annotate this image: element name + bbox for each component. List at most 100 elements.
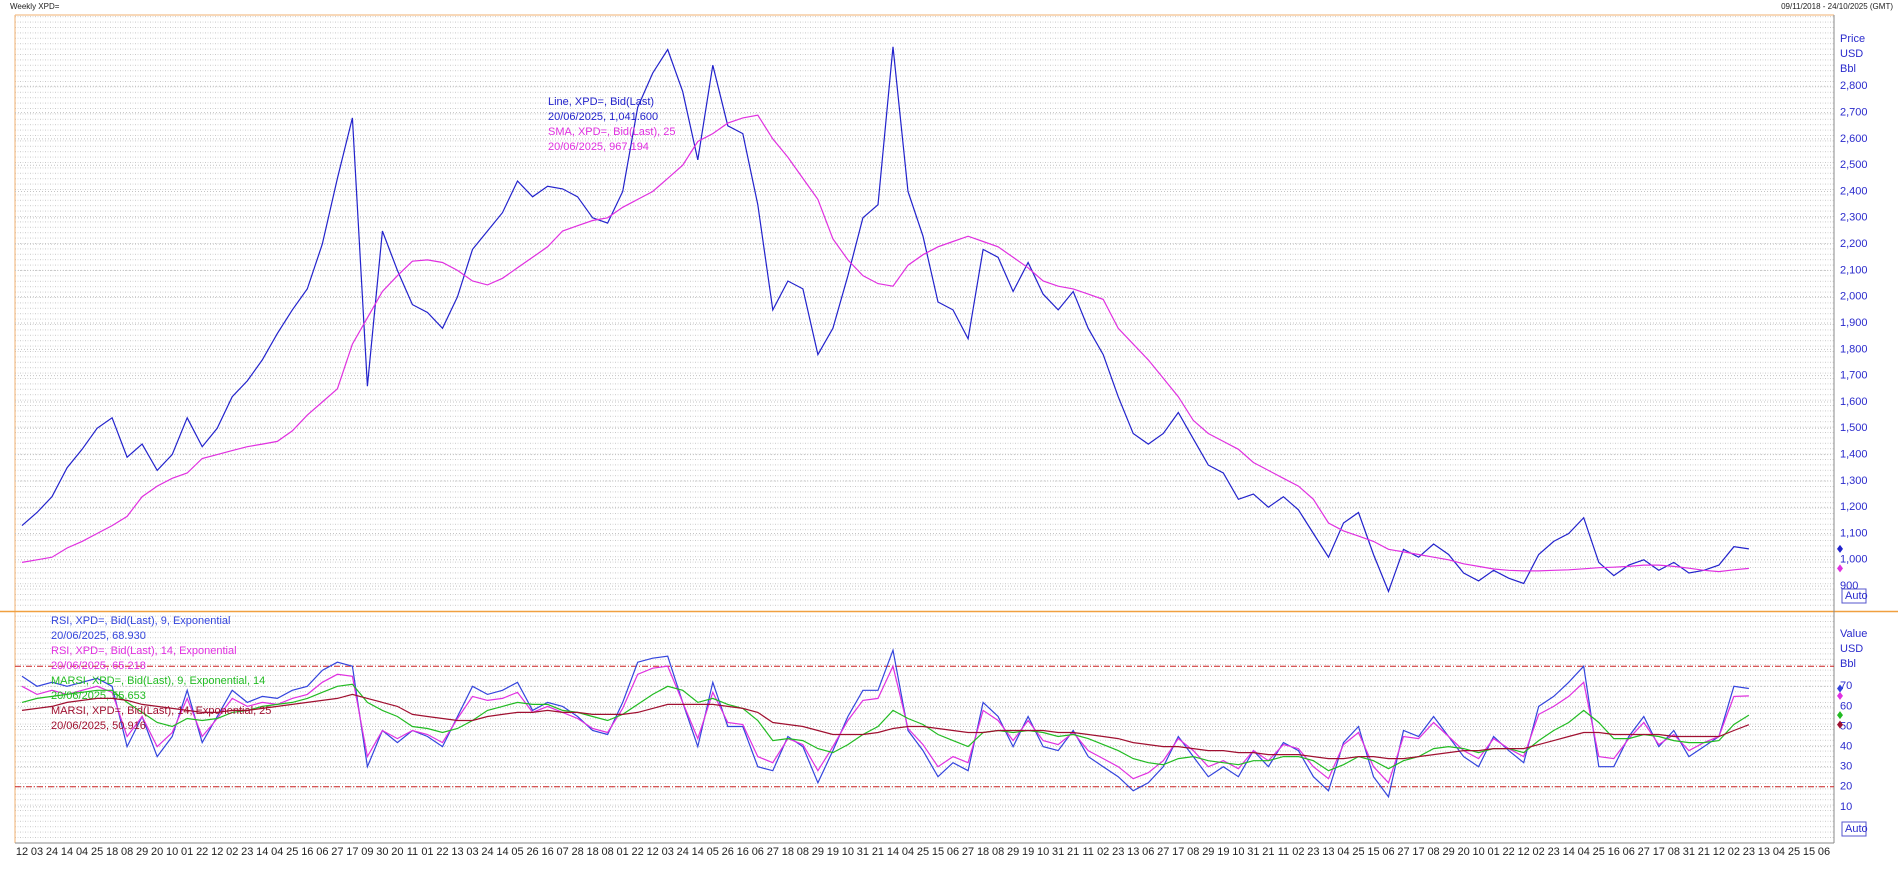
x-tick-label: 15 bbox=[1367, 846, 1379, 858]
x-tick-label: 22 bbox=[1503, 846, 1515, 858]
x-tick-label: 23 bbox=[241, 846, 253, 858]
y-tick-label: 30 bbox=[1840, 761, 1852, 773]
x-tick-label: 09 bbox=[361, 846, 373, 858]
axis-title: Bbl bbox=[1840, 658, 1856, 670]
x-tick-label: 12 bbox=[1518, 846, 1530, 858]
x-tick-label: 03 bbox=[31, 846, 43, 858]
auto-button-label[interactable]: Auto bbox=[1845, 823, 1868, 835]
x-tick-label: 01 bbox=[1488, 846, 1500, 858]
x-tick-label: 12 bbox=[1713, 846, 1725, 858]
y-tick-label: 1,100 bbox=[1840, 527, 1868, 539]
y-tick-label: 2,300 bbox=[1840, 212, 1868, 224]
x-tick-label: 17 bbox=[1412, 846, 1424, 858]
x-tick-label: 15 bbox=[932, 846, 944, 858]
x-tick-label: 13 bbox=[451, 846, 463, 858]
x-tick-label: 06 bbox=[947, 846, 959, 858]
x-tick-label: 12 bbox=[16, 846, 28, 858]
x-tick-label: 18 bbox=[106, 846, 118, 858]
last-value-marker bbox=[1837, 711, 1843, 720]
last-value-marker bbox=[1837, 544, 1843, 553]
x-tick-label: 25 bbox=[91, 846, 103, 858]
series-line bbox=[21, 693, 1750, 760]
x-tick-label: 07 bbox=[556, 846, 568, 858]
x-tick-label: 03 bbox=[466, 846, 478, 858]
x-tick-label: 24 bbox=[677, 846, 689, 858]
x-tick-label: 16 bbox=[541, 846, 553, 858]
x-tick-label: 26 bbox=[722, 846, 734, 858]
last-value-marker bbox=[1837, 684, 1843, 693]
x-tick-label: 01 bbox=[617, 846, 629, 858]
x-tick-label: 14 bbox=[496, 846, 508, 858]
y-tick-label: 1,500 bbox=[1840, 422, 1868, 434]
legend-name: SMA, XPD=, Bid(Last), 25 bbox=[548, 126, 675, 138]
x-tick-label: 28 bbox=[571, 846, 583, 858]
y-tick-label: 1,200 bbox=[1840, 501, 1868, 513]
y-tick-label: 40 bbox=[1840, 740, 1852, 752]
auto-button[interactable] bbox=[1841, 588, 1867, 604]
x-tick-label: 19 bbox=[1022, 846, 1034, 858]
legend-value: 20/06/2025, 65.218 bbox=[51, 660, 146, 672]
x-tick-label: 10 bbox=[166, 846, 178, 858]
x-tick-label: 02 bbox=[1533, 846, 1545, 858]
legend-value: 20/06/2025, 50.916 bbox=[51, 720, 146, 732]
x-tick-label: 05 bbox=[707, 846, 719, 858]
x-tick-label: 08 bbox=[1668, 846, 1680, 858]
x-tick-label: 31 bbox=[1683, 846, 1695, 858]
x-tick-label: 18 bbox=[587, 846, 599, 858]
x-tick-label: 26 bbox=[526, 846, 538, 858]
y-tick-label: 10 bbox=[1840, 801, 1852, 813]
x-tick-label: 06 bbox=[1623, 846, 1635, 858]
x-tick-label: 25 bbox=[917, 846, 929, 858]
x-tick-label: 23 bbox=[1743, 846, 1755, 858]
date-range: 09/11/2018 - 24/10/2025 (GMT) bbox=[1781, 2, 1893, 11]
x-tick-label: 27 bbox=[1638, 846, 1650, 858]
x-tick-label: 13 bbox=[1322, 846, 1334, 858]
x-tick-label: 02 bbox=[1097, 846, 1109, 858]
x-tick-label: 16 bbox=[737, 846, 749, 858]
x-tick-label: 06 bbox=[316, 846, 328, 858]
x-tick-label: 02 bbox=[1728, 846, 1740, 858]
x-tick-label: 29 bbox=[1007, 846, 1019, 858]
legend-name: MARSI, XPD=, Bid(Last), 9, Exponential, … bbox=[51, 675, 265, 687]
x-tick-label: 03 bbox=[662, 846, 674, 858]
axis-title: Bbl bbox=[1840, 63, 1856, 75]
x-tick-label: 01 bbox=[421, 846, 433, 858]
x-tick-label: 06 bbox=[1382, 846, 1394, 858]
x-tick-label: 16 bbox=[301, 846, 313, 858]
x-tick-label: 19 bbox=[1217, 846, 1229, 858]
x-tick-label: 29 bbox=[1202, 846, 1214, 858]
y-tick-label: 2,600 bbox=[1840, 133, 1868, 145]
x-tick-label: 12 bbox=[211, 846, 223, 858]
x-tick-label: 10 bbox=[1472, 846, 1484, 858]
x-tick-label: 22 bbox=[632, 846, 644, 858]
x-tick-label: 25 bbox=[1593, 846, 1605, 858]
x-tick-label: 08 bbox=[121, 846, 133, 858]
x-tick-label: 17 bbox=[1653, 846, 1665, 858]
x-tick-label: 10 bbox=[842, 846, 854, 858]
y-tick-label: 1,000 bbox=[1840, 554, 1868, 566]
axis-title: Value bbox=[1840, 628, 1867, 640]
x-tick-label: 13 bbox=[1758, 846, 1770, 858]
x-tick-label: 04 bbox=[1773, 846, 1785, 858]
y-tick-label: 1,800 bbox=[1840, 343, 1868, 355]
x-tick-label: 08 bbox=[797, 846, 809, 858]
auto-button[interactable] bbox=[1841, 821, 1867, 837]
y-tick-label: 2,700 bbox=[1840, 107, 1868, 119]
x-tick-label: 04 bbox=[76, 846, 88, 858]
x-tick-label: 16 bbox=[1608, 846, 1620, 858]
x-tick-label: 15 bbox=[1803, 846, 1815, 858]
x-tick-label: 01 bbox=[181, 846, 193, 858]
axis-title: USD bbox=[1840, 48, 1863, 60]
y-tick-label: 50 bbox=[1840, 720, 1852, 732]
x-tick-label: 31 bbox=[1052, 846, 1064, 858]
x-tick-label: 27 bbox=[331, 846, 343, 858]
x-tick-label: 25 bbox=[1788, 846, 1800, 858]
x-tick-label: 20 bbox=[1457, 846, 1469, 858]
x-tick-label: 21 bbox=[1698, 846, 1710, 858]
x-tick-label: 25 bbox=[286, 846, 298, 858]
x-tick-label: 04 bbox=[1337, 846, 1349, 858]
x-tick-label: 11 bbox=[1082, 846, 1093, 858]
auto-button-label[interactable]: Auto bbox=[1845, 590, 1868, 602]
x-tick-label: 30 bbox=[376, 846, 388, 858]
